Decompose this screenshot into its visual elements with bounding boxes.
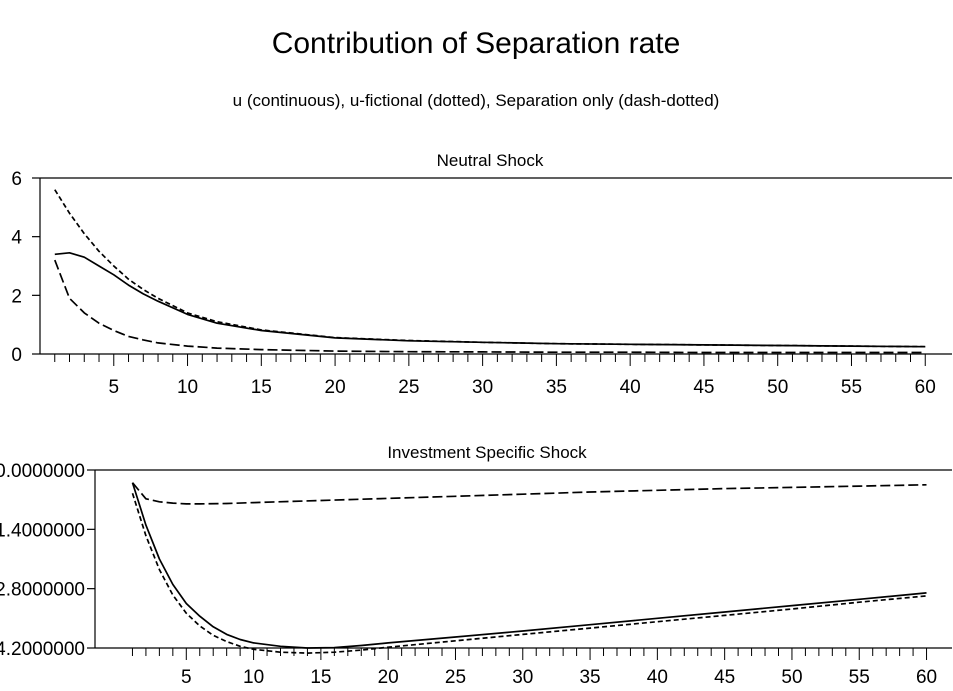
x-tick-label: 35 — [579, 667, 600, 688]
series-line-dotted — [131, 493, 927, 654]
x-tick-label: 30 — [512, 667, 533, 688]
figure-subtitle: u (continuous), u-fictional (dotted), Se… — [233, 91, 720, 110]
x-tick-label: 15 — [310, 667, 331, 688]
x-tick-label: 15 — [251, 377, 272, 398]
series-line-dash-dotted — [54, 259, 926, 354]
x-tick-label: 30 — [472, 377, 493, 398]
series-line-solid — [131, 482, 927, 649]
y-tick-label: -4.2000000 — [0, 639, 85, 660]
y-tick-label: 0.0000000 — [0, 461, 85, 482]
x-tick-label: 35 — [546, 377, 567, 398]
x-tick-label: 20 — [378, 667, 399, 688]
x-tick-label: 45 — [693, 377, 714, 398]
y-tick-label: -2.8000000 — [0, 580, 85, 601]
x-tick-label: 40 — [620, 377, 641, 398]
panel-title: Investment Specific Shock — [387, 443, 587, 462]
x-tick-label: 45 — [714, 667, 735, 688]
x-tick-label: 25 — [398, 377, 419, 398]
y-tick-label: 0 — [11, 345, 22, 366]
x-tick-label: 50 — [767, 377, 788, 398]
x-tick-label: 20 — [325, 377, 346, 398]
series-line-solid — [54, 251, 926, 348]
figure-title: Contribution of Separation rate — [272, 27, 681, 60]
series-line-dash-dotted — [131, 482, 927, 505]
series-line-dotted — [54, 189, 926, 348]
y-tick-label: 6 — [11, 169, 22, 190]
x-tick-label: 25 — [445, 667, 466, 688]
panel-investment-specific-shock: Investment Specific Shock 5 10 15 20 25 30 35 4… — [0, 443, 952, 688]
y-tick-label: 2 — [11, 286, 22, 307]
x-tick-label: 5 — [108, 377, 119, 398]
x-tick-label: 55 — [849, 667, 870, 688]
x-tick-label: 60 — [916, 667, 937, 688]
x-tick-label: 50 — [781, 667, 802, 688]
x-tick-label: 10 — [177, 377, 198, 398]
panel-title: Neutral Shock — [437, 151, 544, 170]
x-tick-label: 55 — [841, 377, 862, 398]
y-tick-label: 4 — [11, 228, 22, 249]
x-tick-label: 10 — [243, 667, 264, 688]
panel-neutral-shock: Neutral Shock 5 10 15 20 25 30 35 40 45 50 55 60 0 2 4… — [11, 151, 952, 398]
x-tick-label: 5 — [181, 667, 192, 688]
y-tick-label: -1.4000000 — [0, 520, 85, 541]
x-tick-label: 40 — [647, 667, 668, 688]
x-tick-label: 60 — [915, 377, 936, 398]
